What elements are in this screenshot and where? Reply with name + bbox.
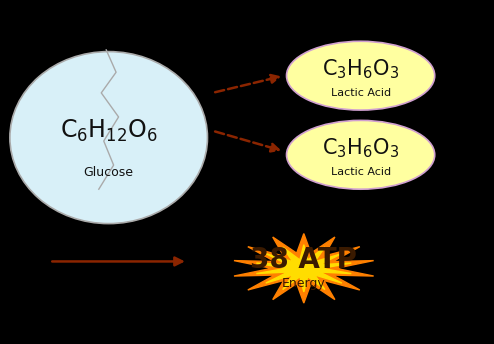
- Text: 38 ATP: 38 ATP: [250, 246, 357, 274]
- Ellipse shape: [287, 120, 435, 189]
- Text: Glucose: Glucose: [83, 165, 134, 179]
- Text: Lactic Acid: Lactic Acid: [330, 167, 391, 177]
- Text: C$_3$H$_6$O$_3$: C$_3$H$_6$O$_3$: [322, 136, 399, 160]
- Text: C$_3$H$_6$O$_3$: C$_3$H$_6$O$_3$: [322, 57, 399, 80]
- Polygon shape: [256, 245, 351, 292]
- Ellipse shape: [10, 52, 207, 224]
- Text: C$_6$H$_{12}$O$_6$: C$_6$H$_{12}$O$_6$: [60, 118, 158, 144]
- Polygon shape: [234, 234, 373, 303]
- Ellipse shape: [287, 41, 435, 110]
- Text: Lactic Acid: Lactic Acid: [330, 88, 391, 98]
- Text: Energy: Energy: [282, 277, 326, 290]
